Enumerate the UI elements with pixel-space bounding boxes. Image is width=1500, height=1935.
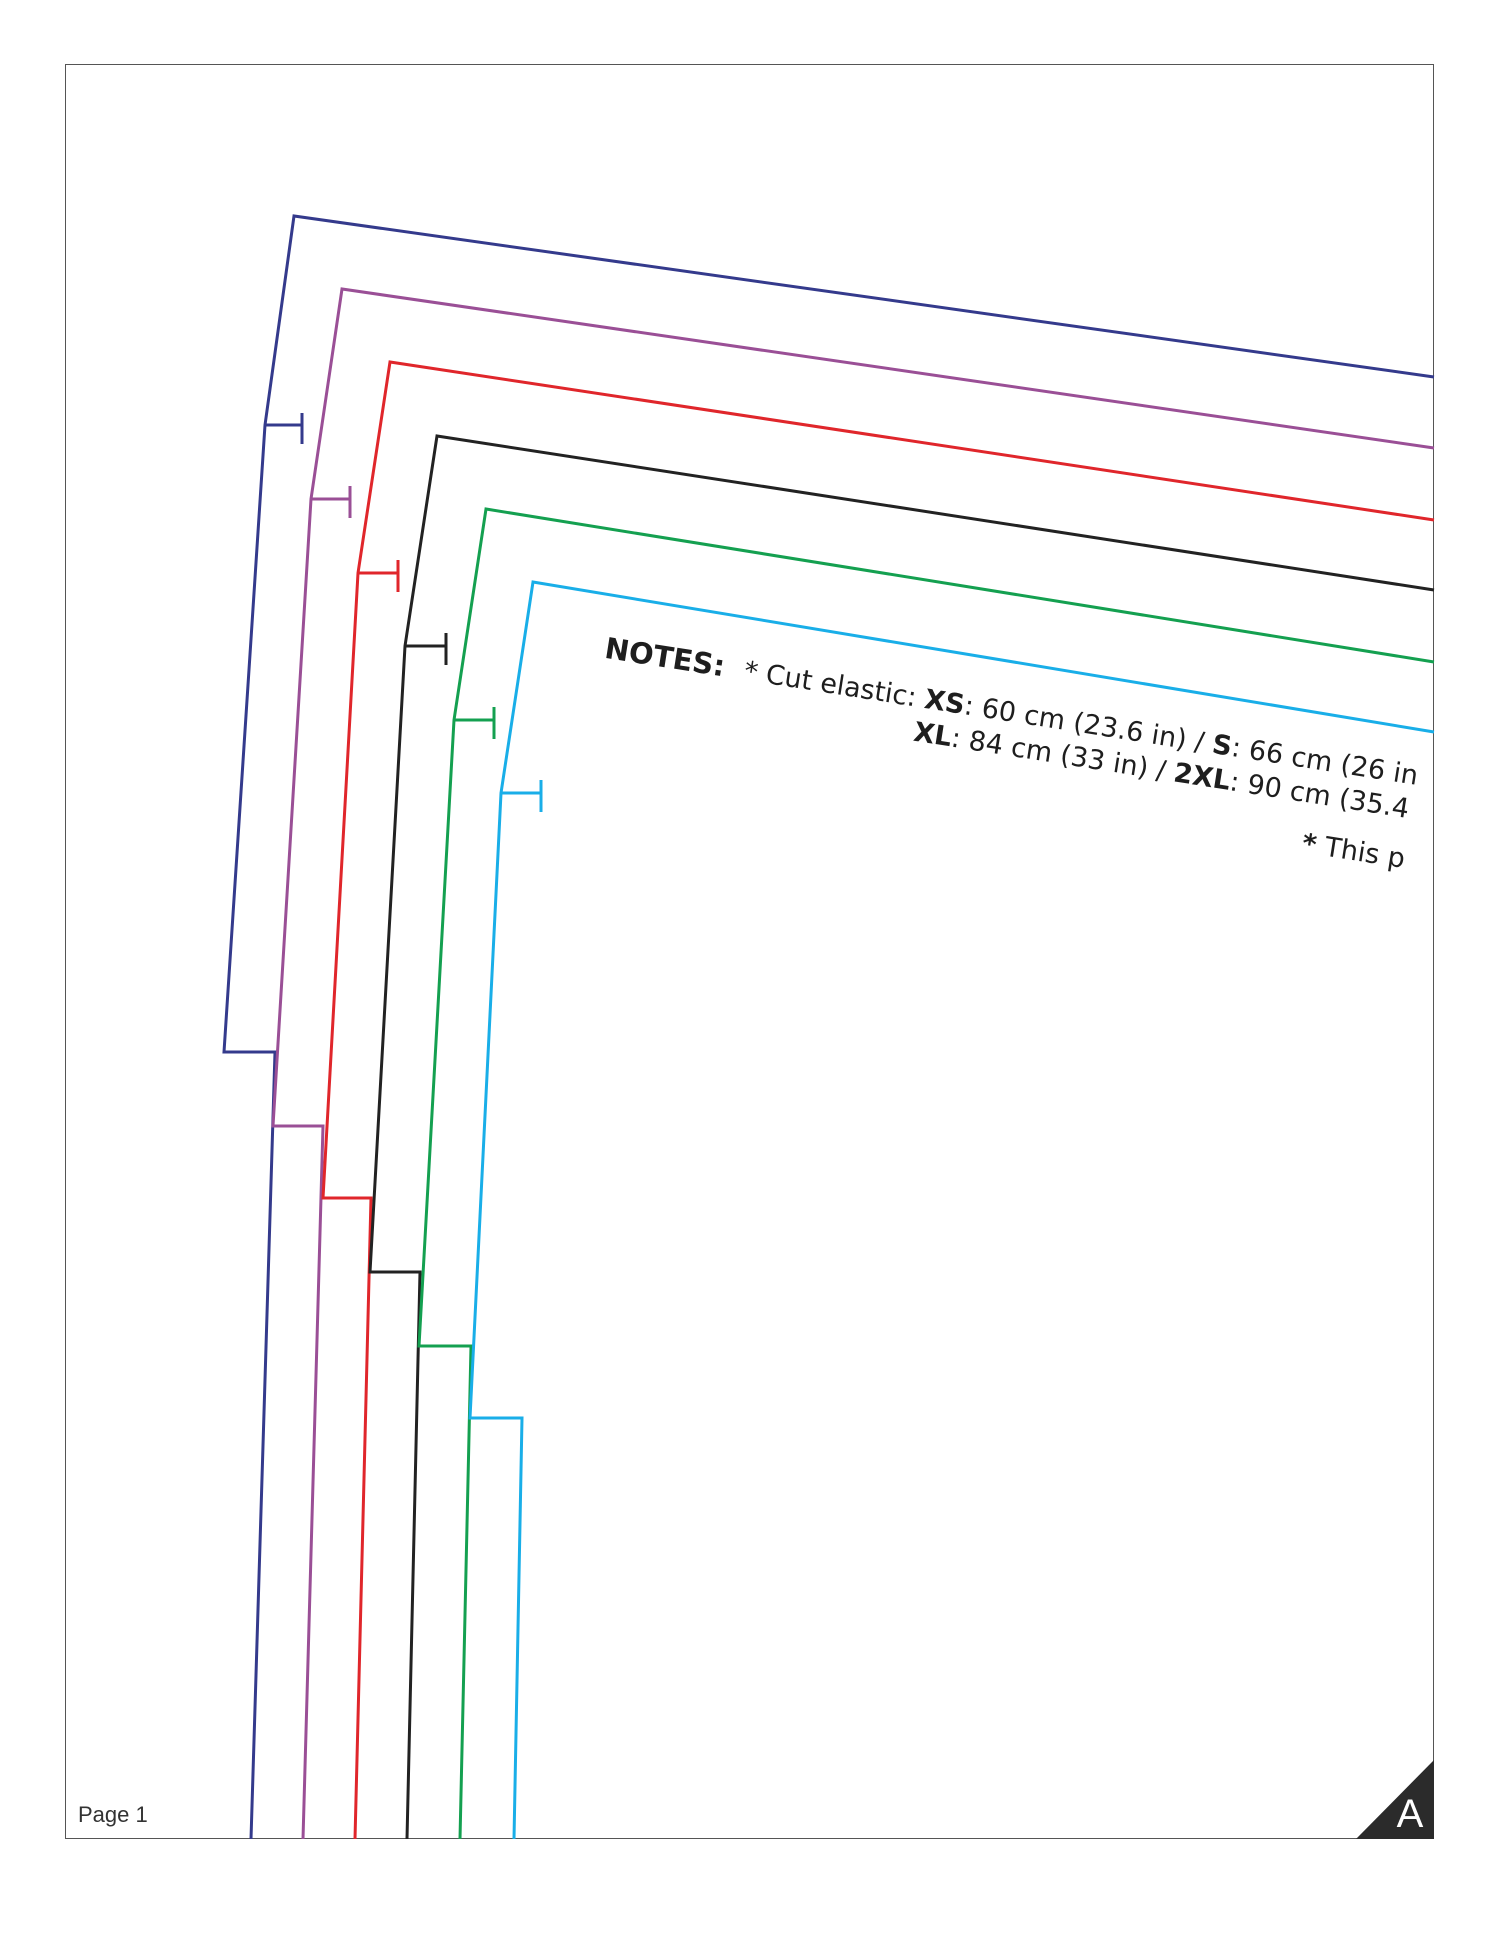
pattern-line-green bbox=[417, 507, 1435, 1840]
page-border bbox=[65, 64, 1434, 1839]
sheet-letter: A bbox=[1396, 1792, 1424, 1836]
pattern-line-cyan bbox=[468, 580, 1435, 1840]
pattern-line-navy bbox=[222, 214, 1435, 1840]
page-number-label: Page 1 bbox=[78, 1802, 148, 1827]
pattern-line-red bbox=[321, 360, 1435, 1840]
size-2xl: 2XL bbox=[1171, 757, 1233, 797]
pattern-line-black bbox=[368, 434, 1435, 1840]
corner-triangle bbox=[1356, 1760, 1434, 1839]
size-xl: XL bbox=[911, 716, 954, 754]
size-xs: XS bbox=[922, 684, 967, 721]
pattern-line-purple bbox=[271, 287, 1435, 1840]
